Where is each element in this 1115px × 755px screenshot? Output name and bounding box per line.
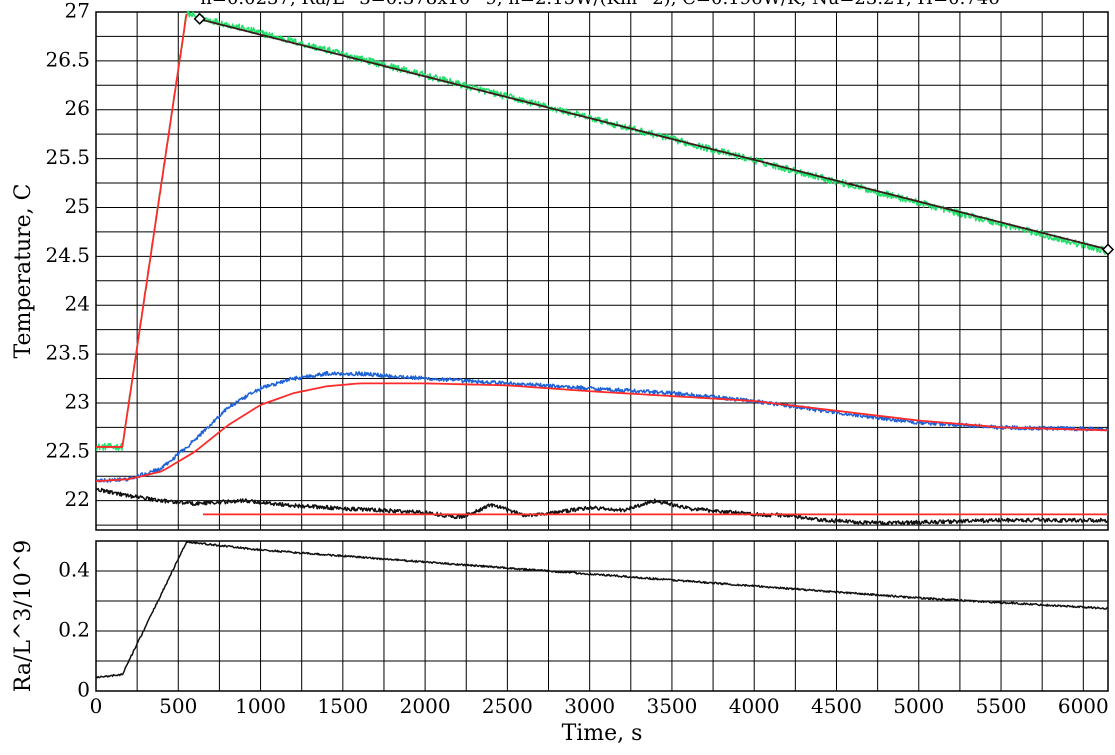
y-tick-label: 23.5 (45, 341, 90, 365)
x-tick-label: 2500 (482, 694, 533, 718)
x-tick-label: 4500 (811, 694, 862, 718)
x-tick-label: 2000 (400, 694, 451, 718)
series-line-2 (95, 487, 1109, 526)
y-tick-label: 23 (65, 389, 90, 413)
x-tick-label: 1500 (317, 694, 368, 718)
fit-marker-0 (193, 12, 206, 25)
x-tick-label: 5000 (893, 694, 944, 718)
chart-title: h=0.0237, Ra/L^3=0.378x10^9, h=2.15W/(Km… (200, 0, 999, 9)
rayleigh-tick-labels: 0 0.2 0.4 0 500 1000 1500 2000 2500 3000 3500 4000 4… (58, 558, 1109, 719)
series-line-6 (197, 17, 1109, 251)
series-line-4 (95, 382, 1109, 483)
y-tick-label: 26.5 (45, 47, 90, 71)
temperature-panel: 22 22.5 23 23.5 24 24.5 25 25.5 26 26.5 27 Tempera… (11, 0, 1115, 531)
fit-marker-1 (1101, 243, 1115, 256)
rayleigh-panel: 0 0.2 0.4 0 500 1000 1500 2000 2500 3000 3500 4000 4… (11, 540, 1109, 746)
y-tick-label: 0.4 (58, 558, 90, 582)
rayleigh-series (95, 541, 1109, 679)
x-tick-label: 5500 (976, 694, 1027, 718)
x-tick-label: 1000 (235, 694, 286, 718)
x-tick-label: 3500 (646, 694, 697, 718)
rayleigh-plot-frame (95, 540, 1109, 692)
x-tick-label: 0 (90, 694, 103, 718)
y-tick-label: 0.2 (58, 618, 90, 642)
y-tick-label: 26 (65, 96, 90, 120)
series-line-3 (95, 13, 188, 448)
temperature-plot-frame (95, 11, 1109, 531)
temperature-y-axis-label: Temperature, C (11, 184, 36, 359)
rayleigh-grid (95, 540, 1108, 692)
y-tick-label: 25.5 (45, 145, 90, 169)
y-tick-label: 0 (77, 678, 90, 702)
temperature-grid (95, 11, 1108, 530)
temperature-tick-labels: 22 22.5 23 23.5 24 24.5 25 25.5 26 26.5 27 (45, 0, 90, 511)
x-axis-label: Time, s (562, 721, 643, 746)
y-tick-label: 22.5 (45, 438, 90, 462)
series-line-0 (95, 541, 1109, 679)
y-tick-label: 27 (65, 0, 90, 23)
x-tick-label: 3000 (564, 694, 615, 718)
x-tick-label: 4000 (729, 694, 780, 718)
x-tick-label: 6000 (1058, 694, 1109, 718)
rayleigh-y-axis-label: Ra/L^3/10^9 (11, 540, 36, 692)
y-tick-label: 24 (65, 292, 90, 316)
x-tick-label: 500 (159, 694, 197, 718)
y-tick-label: 24.5 (45, 243, 90, 267)
temperature-series (95, 10, 1109, 526)
temperature-markers (193, 12, 1115, 256)
y-tick-label: 22 (65, 487, 90, 511)
y-tick-label: 25 (65, 194, 90, 218)
